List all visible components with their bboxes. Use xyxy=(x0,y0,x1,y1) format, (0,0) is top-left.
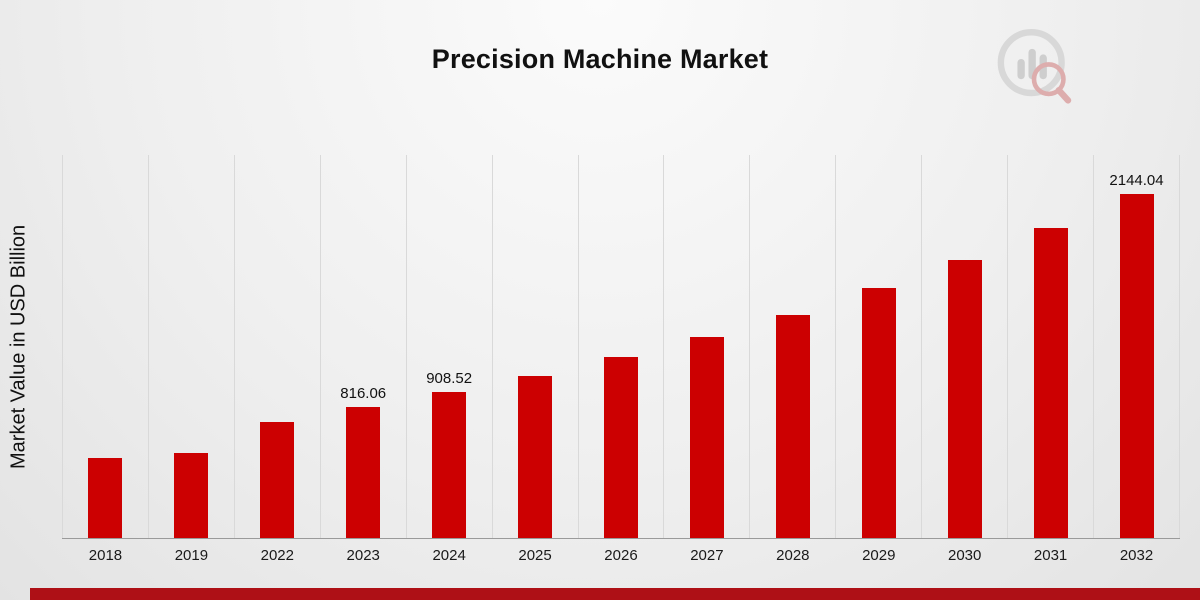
bar-column: 2022 xyxy=(233,155,320,564)
x-tick-label: 2019 xyxy=(174,547,209,564)
footer-stripe xyxy=(30,588,1200,600)
bar-value-label: 908.52 xyxy=(426,370,473,388)
bar-column: 2031 xyxy=(1007,155,1093,564)
bar-column: 2018 xyxy=(62,155,148,564)
bar-column: 2025 xyxy=(491,155,578,564)
x-tick-label: 2029 xyxy=(862,547,896,564)
bar-2018 xyxy=(88,458,123,538)
bar-column: 2144.04 2032 xyxy=(1093,155,1180,564)
bar-column: 2027 xyxy=(663,155,749,564)
bar-2027 xyxy=(689,337,724,538)
bar-2019 xyxy=(174,453,209,538)
bar-column: 2019 xyxy=(147,155,234,564)
bar-column: 2026 xyxy=(577,155,664,564)
bar-2031 xyxy=(1033,228,1068,538)
bar-column: 908.52 2024 xyxy=(405,155,492,564)
x-tick-label: 2027 xyxy=(690,547,724,564)
brand-logo xyxy=(986,24,1082,116)
bar-value-label: 2144.04 xyxy=(1109,172,1164,190)
chart-title: Precision Machine Market xyxy=(431,44,769,74)
plot-area: 2018 2019 2022 816.06 2023 908.52 2024 2025 2026… xyxy=(62,155,1180,564)
bar-2025 xyxy=(518,376,553,538)
bar-2026 xyxy=(603,357,638,538)
x-tick-label: 2032 xyxy=(1119,547,1154,564)
x-tick-label: 2028 xyxy=(776,547,810,564)
x-tick-label: 2024 xyxy=(432,547,466,564)
bar-column: 2028 xyxy=(749,155,835,564)
x-tick-label: 2018 xyxy=(88,547,123,564)
bar-2022 xyxy=(260,422,295,538)
brand-logo-graphic xyxy=(997,29,1072,104)
bar-2024: 908.52 xyxy=(426,370,472,538)
bar-column: 2029 xyxy=(835,155,921,564)
x-tick-label: 2023 xyxy=(346,547,380,564)
bar-value-label: 816.06 xyxy=(340,385,387,403)
bar-2028 xyxy=(775,315,810,538)
bar-2023: 816.06 xyxy=(340,385,386,538)
x-tick-label: 2031 xyxy=(1033,547,1068,564)
x-tick-label: 2030 xyxy=(947,547,982,564)
bar-column: 816.06 2023 xyxy=(319,155,406,564)
bar-2029 xyxy=(861,288,896,538)
x-tick-label: 2022 xyxy=(260,547,294,564)
bar-2032: 2144.04 xyxy=(1109,172,1164,538)
x-tick-label: 2025 xyxy=(518,547,552,564)
bar-2030 xyxy=(947,260,982,538)
bar-column: 2030 xyxy=(921,155,1007,564)
y-axis-label: Market Value in USD Billion xyxy=(7,224,30,469)
x-tick-label: 2026 xyxy=(604,547,638,564)
